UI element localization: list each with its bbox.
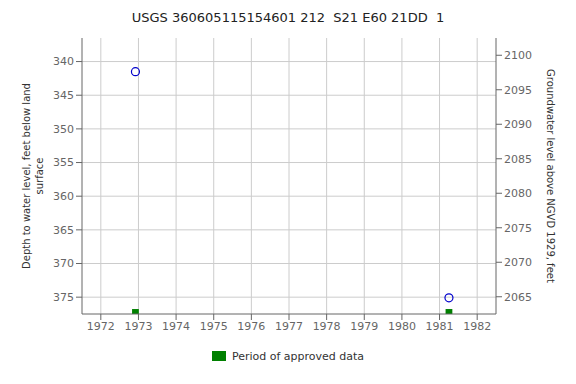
svg-text:1975: 1975: [200, 320, 228, 333]
svg-text:1979: 1979: [350, 320, 378, 333]
svg-text:surface: surface: [34, 158, 45, 195]
svg-text:345: 345: [53, 89, 74, 102]
svg-text:375: 375: [53, 291, 74, 304]
svg-text:1980: 1980: [388, 320, 416, 333]
html-text:USGS 360605115154601 212 S21 E: USGS 360605115154601 212 S21 E60 21DD 1: [131, 10, 445, 25]
svg-text:1976: 1976: [237, 320, 265, 333]
svg-text:2070: 2070: [504, 256, 532, 269]
svg-text:1974: 1974: [162, 320, 190, 333]
svg-text:Depth to water level, feet bel: Depth to water level, feet below land: [21, 83, 32, 269]
svg-text:1973: 1973: [124, 320, 152, 333]
svg-text:2080: 2080: [504, 187, 532, 200]
svg-text:2075: 2075: [504, 222, 532, 235]
svg-text:1981: 1981: [426, 320, 454, 333]
svg-text:2085: 2085: [504, 153, 532, 166]
svg-text:1972: 1972: [87, 320, 115, 333]
svg-text:1982: 1982: [463, 320, 491, 333]
html-text:Period of approved data: Period of approved data: [231, 349, 365, 363]
svg-text:2065: 2065: [504, 291, 532, 304]
svg-text:2090: 2090: [504, 118, 532, 131]
svg-text:1977: 1977: [275, 320, 303, 333]
svg-text:370: 370: [53, 257, 74, 270]
svg-text:Groundwater level above NGVD 1: Groundwater level above NGVD 1929, feet: [545, 69, 556, 283]
svg-text:355: 355: [53, 156, 74, 169]
svg-text:2100: 2100: [504, 49, 532, 62]
svg-text:350: 350: [53, 123, 74, 136]
svg-text:365: 365: [53, 224, 74, 237]
svg-text:2095: 2095: [504, 84, 532, 97]
svg-text:360: 360: [53, 190, 74, 203]
svg-text:1978: 1978: [313, 320, 341, 333]
svg-text:340: 340: [53, 55, 74, 68]
